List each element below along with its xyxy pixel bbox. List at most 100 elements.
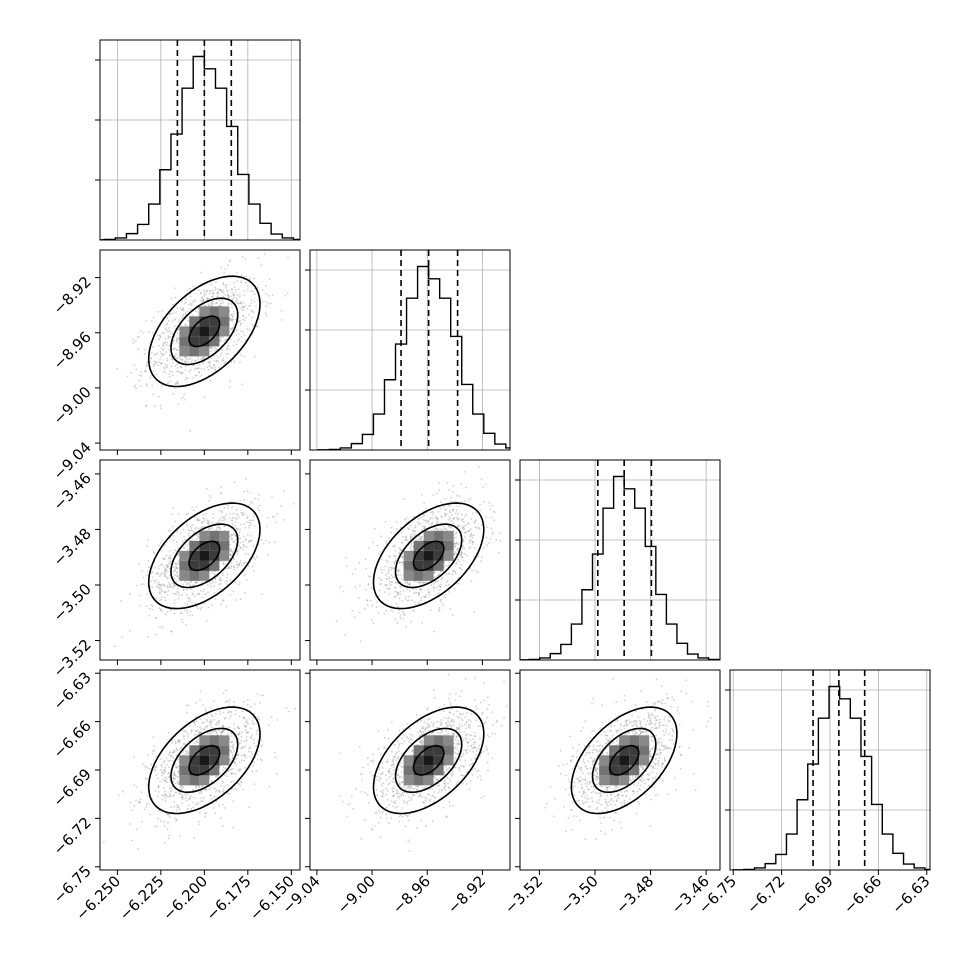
sample-point [155, 361, 157, 364]
sample-point [173, 777, 175, 780]
sample-point [205, 290, 208, 293]
sample-point [145, 404, 148, 407]
sample-point [267, 516, 270, 519]
sample-point [176, 363, 178, 366]
sample-point [379, 583, 382, 585]
sample-point [434, 527, 437, 529]
sample-point [428, 594, 431, 596]
sample-point [163, 565, 166, 568]
sample-point [413, 530, 416, 533]
sample-point [230, 535, 233, 537]
sample-point [447, 518, 450, 521]
sample-point [457, 743, 460, 746]
sample-point [196, 581, 199, 584]
sample-point [193, 796, 196, 799]
sample-point [177, 806, 180, 808]
sample-point [223, 525, 226, 528]
sample-point [230, 741, 233, 744]
sample-point [156, 585, 158, 588]
sample-point [160, 549, 163, 552]
sample-point [230, 361, 233, 364]
sample-point [201, 362, 204, 365]
sample-point [454, 543, 457, 545]
sample-point [394, 557, 397, 560]
sample-point [162, 344, 164, 347]
sample-point [253, 355, 256, 358]
density-blocks [179, 530, 230, 581]
density-block [179, 755, 190, 766]
sample-point [388, 582, 391, 585]
sample-point [163, 353, 165, 356]
sample-point [232, 310, 235, 313]
sample-point [182, 528, 185, 531]
sample-point [441, 788, 443, 791]
sample-point [238, 769, 241, 772]
sample-point [251, 316, 253, 319]
sample-point [154, 633, 157, 636]
sample-point [240, 736, 243, 738]
sample-point [189, 610, 192, 613]
sample-point [180, 612, 183, 615]
sample-point [472, 556, 475, 558]
sample-point [233, 361, 236, 364]
sample-point [169, 560, 172, 563]
sample-point [171, 303, 174, 306]
sample-point [442, 528, 445, 530]
sample-point [185, 365, 188, 368]
sample-point [172, 552, 175, 554]
sample-point [173, 773, 176, 776]
density-block [209, 306, 220, 317]
sample-point [172, 751, 175, 754]
sample-point [260, 694, 263, 697]
sample-point [226, 507, 229, 509]
sample-point [453, 500, 455, 503]
sample-point [181, 802, 184, 805]
sample-point [184, 398, 187, 401]
sample-point [201, 596, 204, 599]
contour-level-1 [412, 540, 445, 572]
sample-point [354, 787, 357, 790]
sample-point [366, 599, 369, 602]
sample-point [212, 802, 214, 805]
sample-point [180, 372, 183, 375]
sample-point [471, 536, 474, 539]
sample-point [244, 316, 247, 319]
sample-point [438, 609, 441, 611]
sample-point [218, 366, 220, 369]
sample-point [202, 526, 205, 529]
sample-point [243, 498, 246, 501]
sample-point [173, 612, 176, 615]
sample-point [447, 720, 449, 723]
sample-point [408, 741, 411, 744]
sample-point [447, 724, 449, 727]
sample-point [258, 504, 261, 507]
sample-point [389, 767, 392, 770]
sample-point [221, 574, 224, 577]
y-tick-label: −8.92 [50, 273, 95, 318]
sample-point [402, 611, 404, 614]
sample-point [198, 792, 201, 795]
sample-point [181, 794, 184, 796]
sample-point [230, 772, 232, 775]
sample-point [170, 806, 172, 809]
sample-point [201, 356, 204, 359]
sample-point [185, 523, 188, 525]
sample-point [201, 522, 204, 524]
sample-point [283, 490, 286, 493]
sample-point [459, 554, 461, 557]
sample-point [237, 549, 240, 552]
sample-point [138, 604, 141, 607]
sample-point [240, 564, 243, 567]
sample-point [154, 405, 157, 408]
density-block [209, 336, 220, 347]
sample-point [449, 608, 452, 610]
sample-point [174, 742, 177, 745]
sample-point [186, 583, 189, 586]
sample-point [448, 572, 451, 575]
sample-point [221, 731, 223, 734]
sample-point [480, 796, 483, 799]
sample-point [239, 769, 242, 771]
sample-point [452, 508, 455, 511]
sample-point [185, 356, 188, 359]
sample-point [191, 529, 194, 532]
